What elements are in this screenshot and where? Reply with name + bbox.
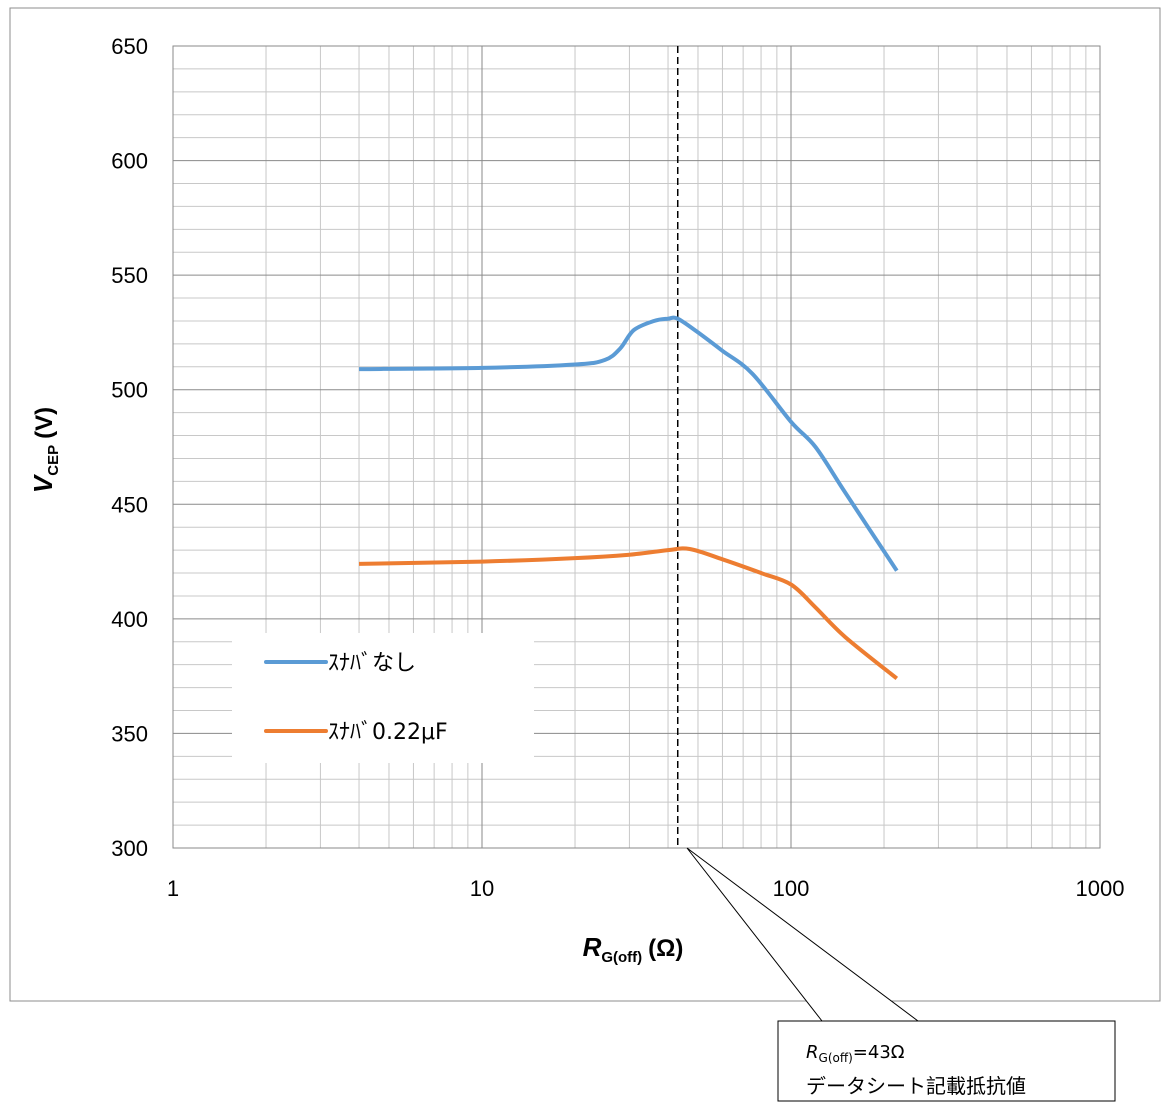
x-axis-title-unit: (Ω) xyxy=(648,935,683,962)
x-tick-label: 10 xyxy=(470,876,494,901)
x-tick-label: 100 xyxy=(773,876,810,901)
x-axis-title-sub: G(off) xyxy=(601,949,642,966)
y-tick-label: 600 xyxy=(111,149,148,174)
legend: ｽﾅﾊﾞなし ｽﾅﾊﾞ0.22μF xyxy=(232,633,534,763)
y-axis-title-unit: (V) xyxy=(31,407,58,439)
callout-line1-main: R xyxy=(806,1042,819,1063)
callout-box xyxy=(777,1020,1116,1102)
legend-label-snubber-none: ｽﾅﾊﾞなし xyxy=(328,651,416,676)
x-axis-title: RG(off) (Ω) xyxy=(583,932,684,966)
x-axis-title-main: R xyxy=(583,932,602,962)
grid xyxy=(172,45,1101,849)
y-tick-label: 350 xyxy=(111,721,148,746)
callout-line1: RG(off)=43Ω xyxy=(806,1042,905,1065)
y-axis-title-sub: CEP xyxy=(45,445,62,476)
series-line-0 xyxy=(358,315,899,572)
y-tick-labels: 300 350 400 450 500 550 600 650 xyxy=(111,34,148,861)
callout-line1-value: =43Ω xyxy=(853,1042,905,1063)
legend-label-snubber-0.22uF: ｽﾅﾊﾞ0.22μF xyxy=(328,720,448,745)
y-axis-title-main: V xyxy=(28,473,58,493)
plot-area-outline xyxy=(172,45,1101,849)
x-tick-label: 1000 xyxy=(1076,876,1125,901)
y-tick-label: 550 xyxy=(111,263,148,288)
y-tick-label: 650 xyxy=(111,34,148,59)
y-tick-label: 400 xyxy=(111,607,148,632)
callout-line1-sub: G(off) xyxy=(819,1051,853,1065)
callout-pointer xyxy=(686,847,919,1022)
callout: RG(off)=43Ω データシート記載抵抗値 xyxy=(686,847,1116,1102)
y-tick-label: 500 xyxy=(111,378,148,403)
callout-line2: データシート記載抵抗値 xyxy=(806,1074,1026,1098)
plot-area-border xyxy=(172,45,1101,849)
legend-box xyxy=(232,633,534,763)
series-group xyxy=(358,315,899,680)
series-line-1 xyxy=(358,546,899,680)
x-tick-label: 1 xyxy=(167,876,179,901)
y-axis-title: VCEP (V) xyxy=(28,407,62,493)
y-tick-label: 450 xyxy=(111,492,148,517)
x-tick-labels: 1 10 100 1000 xyxy=(167,876,1125,901)
y-tick-label: 300 xyxy=(111,836,148,861)
